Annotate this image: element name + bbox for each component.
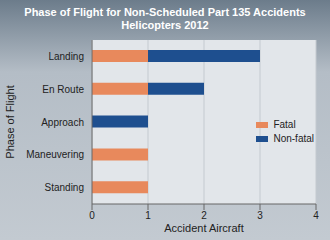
html-text:Fatal: Fatal xyxy=(273,119,296,130)
svg-text:1: 1 xyxy=(145,210,151,221)
svg-text:2: 2 xyxy=(201,210,207,221)
svg-text:En Route: En Route xyxy=(42,84,84,95)
svg-text:0: 0 xyxy=(89,210,95,221)
svg-text:Standing: Standing xyxy=(45,182,84,193)
svg-text:Landing: Landing xyxy=(48,51,84,62)
html-text:Helicopters 2012: Helicopters 2012 xyxy=(121,19,209,31)
svg-text:Phase of Flight: Phase of Flight xyxy=(8,85,16,158)
html-text:Phase of Flight for Non-Schedu: Phase of Flight for Non-Scheduled Part 1… xyxy=(24,6,306,18)
svg-text:Accident Aircraft: Accident Aircraft xyxy=(164,222,243,234)
html-text:Non-fatal: Non-fatal xyxy=(273,133,314,144)
svg-text:Approach: Approach xyxy=(41,117,84,128)
svg-text:Maneuvering: Maneuvering xyxy=(26,149,84,160)
svg-text:3: 3 xyxy=(257,210,263,221)
svg-text:4: 4 xyxy=(313,210,319,221)
